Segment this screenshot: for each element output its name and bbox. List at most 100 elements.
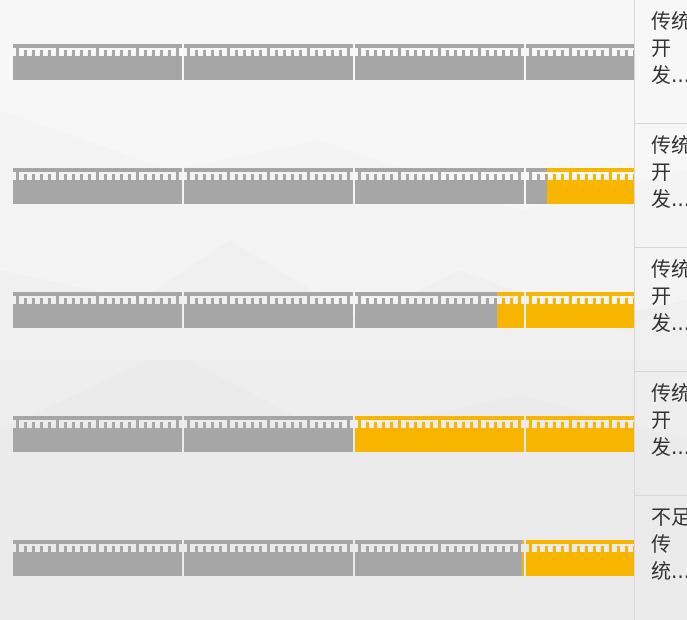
ruler-tick — [398, 418, 401, 430]
ruler-tick — [219, 546, 222, 554]
ruler-tick — [104, 174, 107, 182]
ruler-tick — [518, 294, 521, 306]
ruler-tick — [48, 422, 51, 430]
ruler-tick — [577, 298, 580, 306]
ruler-tick — [128, 546, 131, 554]
ruler-tick — [601, 298, 604, 306]
ruler-tick — [168, 298, 171, 306]
ruler-tick — [601, 174, 604, 182]
ruler-tick — [390, 174, 393, 182]
ruler-tick — [275, 50, 278, 58]
ruler-tick — [40, 174, 43, 182]
ruler-tick — [104, 50, 107, 58]
ruler-tick — [136, 418, 139, 430]
ruler-tick — [510, 50, 513, 58]
ruler-tick — [593, 422, 596, 430]
ruler-tick — [502, 546, 505, 554]
ruler-tick — [625, 174, 628, 182]
ruler-tick — [382, 50, 385, 58]
ruler-tick — [299, 174, 302, 182]
ruler-tick — [339, 422, 342, 430]
ruler-tick — [48, 298, 51, 306]
ruler-tick — [462, 422, 465, 430]
ruler-tick — [64, 422, 67, 430]
ruler-tick — [104, 298, 107, 306]
ruler-tick — [406, 50, 409, 58]
ruler-tick — [128, 422, 131, 430]
ruler-tick — [64, 174, 67, 182]
ruler-tick — [283, 422, 286, 430]
ruler-tick — [259, 50, 262, 58]
ruler-tick — [168, 174, 171, 182]
ruler-tick — [609, 418, 612, 430]
ruler-tick — [323, 50, 326, 58]
ruler-tick — [617, 50, 620, 58]
ruler-tick — [478, 46, 481, 58]
ruler-tick — [227, 542, 230, 554]
ruler-tick — [40, 50, 43, 58]
ruler-tick — [577, 546, 580, 554]
ruler-tick — [88, 298, 91, 306]
ruler-tick — [454, 174, 457, 182]
ruler-tick — [518, 418, 521, 430]
ruler-tick — [307, 542, 310, 554]
ruler-tick — [577, 422, 580, 430]
ruler-tick — [120, 50, 123, 58]
ruler-tick — [267, 46, 270, 58]
ruler-tick — [331, 174, 334, 182]
ruler-tick — [633, 174, 634, 182]
ruler-highlight-layer — [497, 292, 634, 328]
ruler-tick — [243, 50, 246, 58]
ruler-tick — [48, 546, 51, 554]
ruler-tick — [545, 422, 548, 430]
ruler-tick — [267, 294, 270, 306]
ruler-edge — [355, 540, 523, 544]
ruler-tick — [307, 170, 310, 182]
ruler-tick — [203, 174, 206, 182]
ruler-tick — [331, 422, 334, 430]
ruler-tick — [211, 546, 214, 554]
ruler-tick — [219, 298, 222, 306]
ruler-segment — [355, 304, 498, 328]
ruler-tick — [502, 298, 505, 306]
ruler-tick — [414, 422, 417, 430]
ruler-tick — [176, 46, 179, 58]
ruler-tick — [347, 542, 350, 554]
ruler-tick — [120, 422, 123, 430]
ruler-tick — [617, 422, 620, 430]
ruler-tick — [235, 422, 238, 430]
ruler-tick — [243, 298, 246, 306]
ruler-tick — [211, 50, 214, 58]
ruler-tick — [518, 46, 521, 58]
ruler-tick — [625, 422, 628, 430]
ruler-tick — [203, 546, 206, 554]
ruler-segment — [526, 56, 634, 80]
ruler-tick — [553, 422, 556, 430]
ruler-tick — [601, 422, 604, 430]
ruler-tick — [323, 422, 326, 430]
ruler-tick — [80, 546, 83, 554]
ruler-tick — [203, 298, 206, 306]
ruler-tick — [529, 170, 532, 182]
ruler-tick — [219, 422, 222, 430]
ruler-tick — [80, 174, 83, 182]
ruler-bar — [13, 292, 634, 328]
ruler-tick — [160, 422, 163, 430]
ruler-tick — [195, 174, 198, 182]
ruler-tick — [561, 298, 564, 306]
ruler-tick — [486, 546, 489, 554]
ruler-edge — [184, 292, 353, 296]
ruler-edge — [184, 168, 353, 172]
ruler-tick — [251, 298, 254, 306]
ruler-tick — [299, 298, 302, 306]
row-label: 不足传统... — [651, 505, 687, 583]
ruler-edge — [13, 44, 182, 48]
ruler-tick — [227, 46, 230, 58]
ruler-edge — [13, 168, 182, 172]
row-label-panel: 传统开发... — [634, 0, 687, 124]
ruler-tick — [446, 174, 449, 182]
ruler-tick — [422, 174, 425, 182]
ruler-tick — [414, 50, 417, 58]
ruler-tick — [374, 422, 377, 430]
ruler-tick — [267, 170, 270, 182]
